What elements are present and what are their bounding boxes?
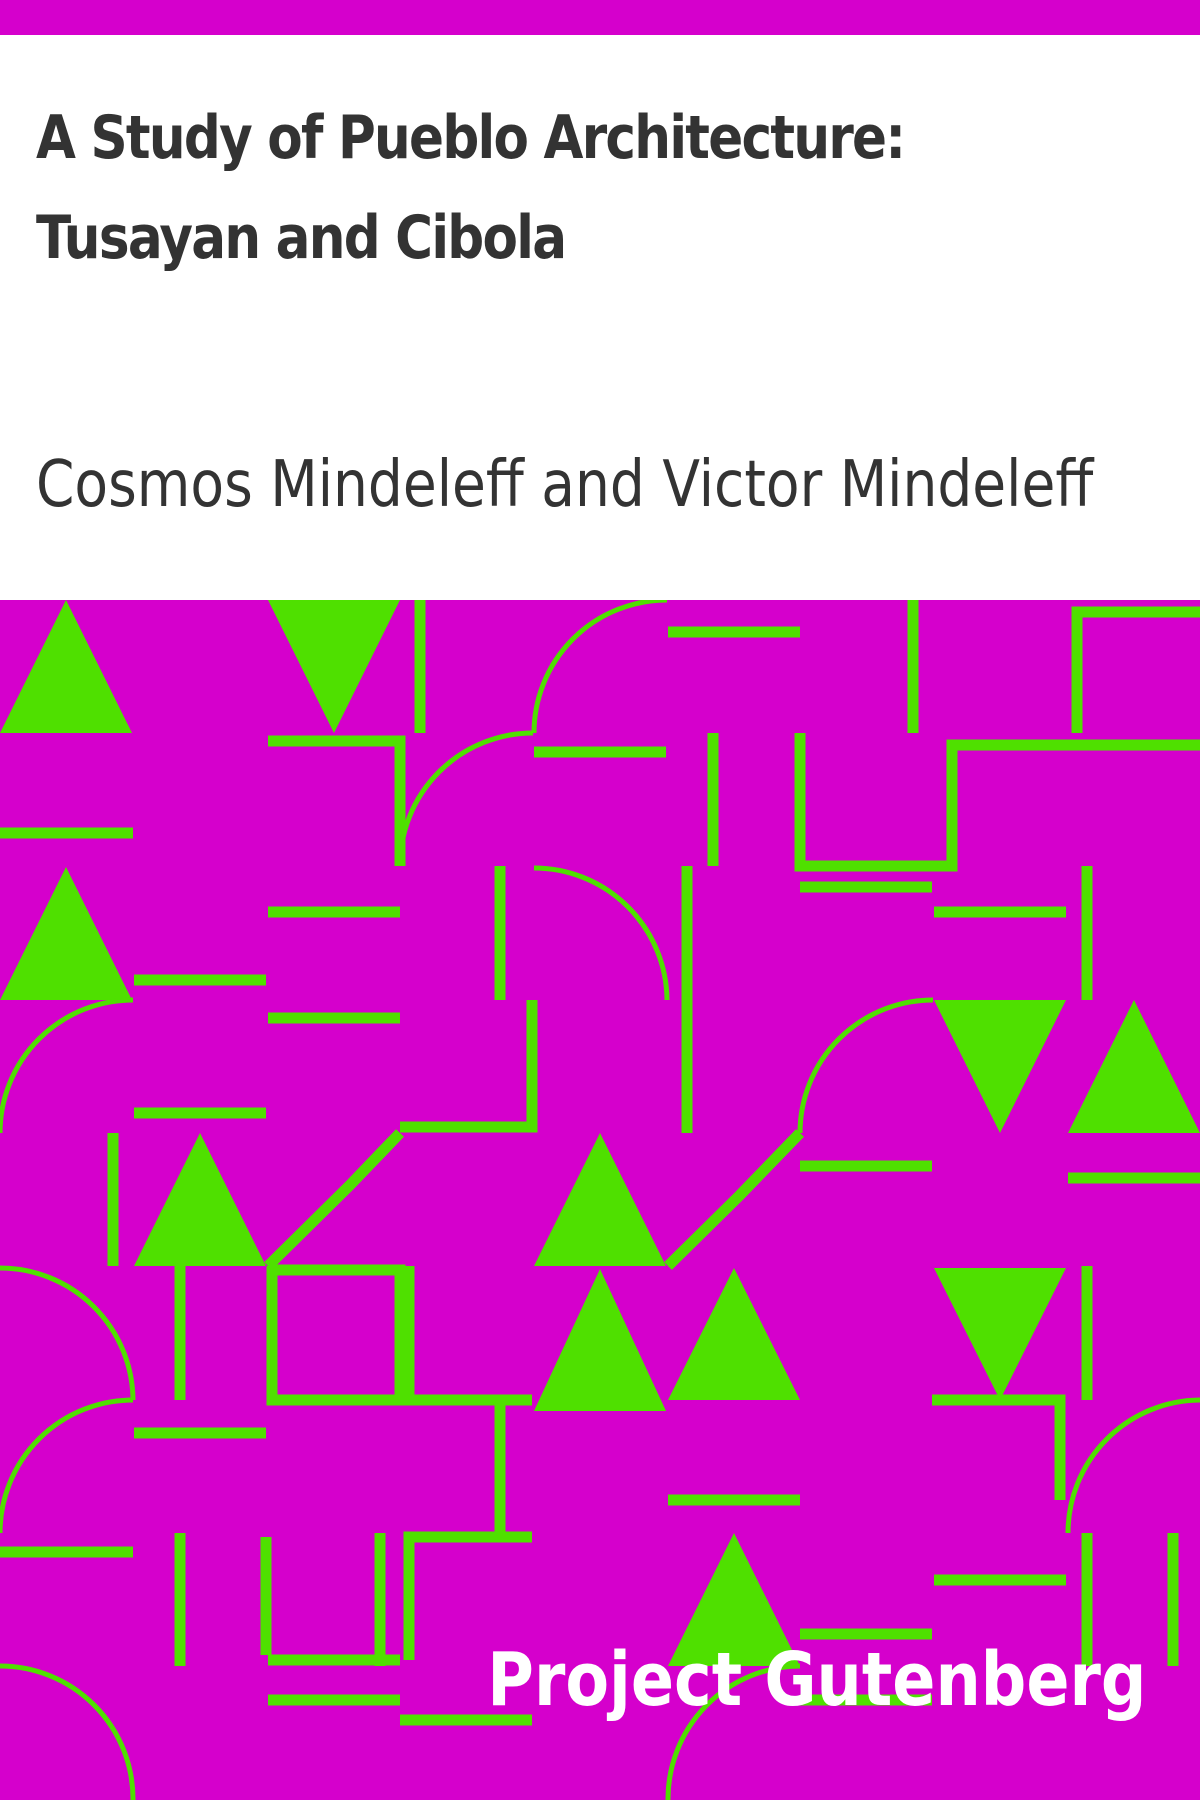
- book-title: A Study of Pueblo Architecture: Tusayan …: [36, 103, 906, 273]
- pattern-line: [266, 1264, 406, 1406]
- title-panel: [0, 35, 1200, 600]
- decorative-pattern: [0, 600, 1200, 1800]
- pattern-triangle: [0, 600, 132, 733]
- pattern-arc: [0, 1663, 136, 1800]
- pattern-line: [1071, 606, 1200, 733]
- pattern-line: [268, 735, 406, 866]
- pattern-triangle: [534, 1133, 666, 1266]
- pattern-arc: [0, 997, 134, 1134]
- pattern-line: [932, 1394, 1066, 1500]
- pattern-lines: [0, 600, 1200, 1726]
- pattern-triangle: [1068, 1000, 1200, 1133]
- pattern-line: [794, 733, 1200, 872]
- pattern-arc: [0, 1397, 134, 1534]
- pattern-line: [264, 1129, 404, 1270]
- pattern-arc: [1065, 1397, 1200, 1534]
- pattern-triangle: [0, 867, 132, 1000]
- book-author: Cosmos Mindeleff and Victor Mindeleff: [36, 448, 1094, 522]
- pattern-arc: [665, 1663, 801, 1800]
- pattern-triangle: [268, 600, 400, 733]
- top-color-bar: [0, 0, 1200, 35]
- pattern-line: [403, 1266, 532, 1406]
- pattern-line: [664, 1129, 804, 1270]
- publisher-name: Project Gutenberg: [486, 1637, 1146, 1723]
- pattern-triangle: [668, 1533, 800, 1666]
- pattern-arc: [531, 600, 668, 734]
- pattern-arc: [797, 997, 934, 1134]
- pattern-arcs: [0, 600, 1200, 1800]
- pattern-arc: [533, 865, 670, 1001]
- pattern-triangle: [534, 1269, 666, 1411]
- pattern-arc: [0, 1265, 136, 1401]
- pattern-arc: [397, 730, 534, 867]
- pattern-triangle: [134, 1133, 266, 1266]
- pattern-line: [403, 1531, 532, 1660]
- pattern-line: [400, 1000, 538, 1133]
- pattern-triangle: [934, 1268, 1066, 1400]
- pattern-triangle: [668, 1268, 800, 1400]
- pattern-triangles: [0, 600, 1200, 1666]
- pattern-triangle: [934, 1000, 1066, 1133]
